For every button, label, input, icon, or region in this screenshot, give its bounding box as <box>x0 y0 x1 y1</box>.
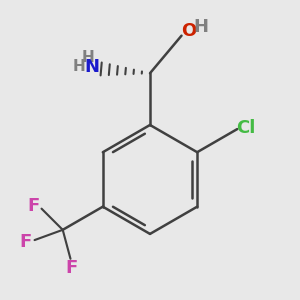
Text: O: O <box>181 22 196 40</box>
Text: H: H <box>73 59 85 74</box>
Text: F: F <box>27 197 39 215</box>
Text: Cl: Cl <box>236 118 256 136</box>
Text: H: H <box>82 50 94 65</box>
Text: N: N <box>85 58 100 76</box>
Text: F: F <box>66 259 78 277</box>
Text: F: F <box>19 232 31 250</box>
Text: H: H <box>193 18 208 36</box>
